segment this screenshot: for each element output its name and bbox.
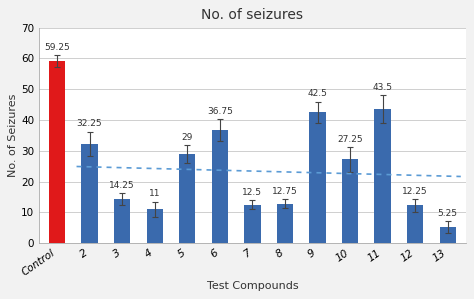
Bar <box>374 109 391 243</box>
Bar <box>439 227 456 243</box>
Title: No. of seizures: No. of seizures <box>201 8 303 22</box>
Bar <box>146 209 163 243</box>
Bar <box>49 61 65 243</box>
Text: 12.25: 12.25 <box>402 187 428 196</box>
X-axis label: Test Compounds: Test Compounds <box>207 281 298 291</box>
Bar <box>310 112 326 243</box>
Text: 12.75: 12.75 <box>272 187 298 196</box>
Text: 59.25: 59.25 <box>44 42 70 51</box>
Y-axis label: No. of Seizures: No. of Seizures <box>9 94 18 177</box>
Bar <box>342 159 358 243</box>
Bar <box>277 204 293 243</box>
Text: 36.75: 36.75 <box>207 107 233 116</box>
Text: 14.25: 14.25 <box>109 181 135 190</box>
Text: 5.25: 5.25 <box>438 209 458 218</box>
Text: 42.5: 42.5 <box>308 89 328 98</box>
Text: 43.5: 43.5 <box>373 83 392 92</box>
Text: 27.25: 27.25 <box>337 135 363 144</box>
Bar <box>407 205 423 243</box>
Text: 32.25: 32.25 <box>77 120 102 129</box>
Bar <box>244 205 261 243</box>
Bar <box>114 199 130 243</box>
Bar <box>179 154 195 243</box>
Text: 12.5: 12.5 <box>242 188 263 197</box>
Text: 11: 11 <box>149 190 160 199</box>
Bar <box>212 130 228 243</box>
Bar <box>82 144 98 243</box>
Text: 29: 29 <box>182 132 193 141</box>
